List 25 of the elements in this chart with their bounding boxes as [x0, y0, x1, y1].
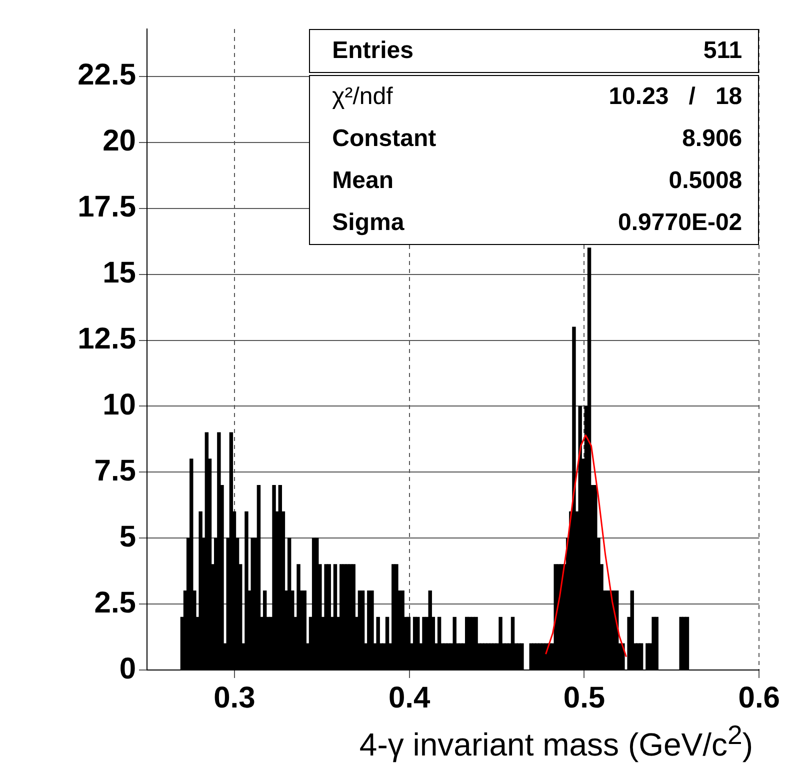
y-tick-label: 5 [119, 520, 136, 554]
y-tick-label: 17.5 [78, 190, 136, 224]
y-tick-label: 20 [102, 124, 136, 158]
y-tick-label: 12.5 [78, 322, 136, 356]
x-tick-label: 0.5 [563, 681, 606, 714]
annotation: 0.9770E-02 [618, 209, 742, 237]
annotation: Sigma [332, 209, 404, 237]
annotation: 511 [703, 37, 742, 65]
annotation: χ²/ndf [332, 83, 393, 111]
y-tick-label: 7.5 [94, 454, 136, 488]
x-axis-title: 4-γ invariant mass (GeV/c$^{2}$) [359, 720, 753, 764]
x-tick-label: 0.4 [388, 681, 431, 714]
y-tick-label: 15 [102, 256, 136, 290]
annotation: 0.5008 [668, 167, 742, 195]
annotation: 10.23 / 18 [608, 83, 742, 111]
annotation: 8.906 [682, 125, 742, 153]
x-tick-label: 0.6 [738, 681, 780, 714]
annotation: Constant [332, 125, 436, 153]
y-tick-label: 10 [102, 388, 136, 422]
annotation: Entries [332, 37, 414, 65]
y-tick-label: 22.5 [78, 58, 136, 92]
y-tick-label: 2.5 [94, 586, 136, 620]
y-tick-label: 0 [119, 652, 136, 686]
annotation: Mean [332, 167, 394, 195]
x-tick-label: 0.3 [214, 681, 256, 714]
